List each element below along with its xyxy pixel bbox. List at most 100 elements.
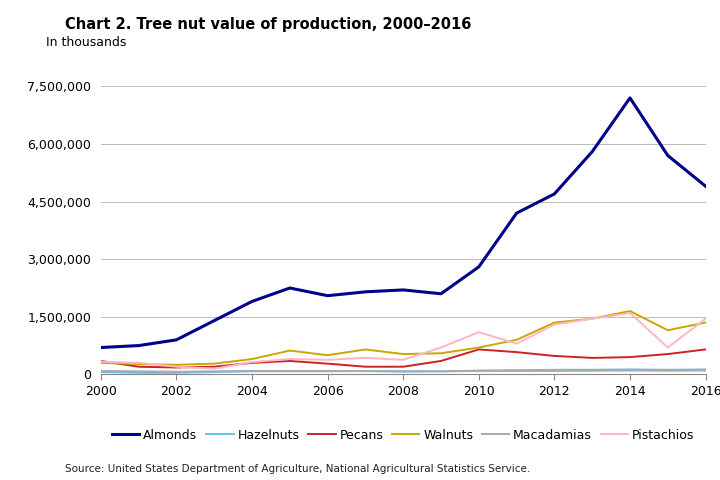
Pecans [172, 365, 181, 371]
Pecans [96, 358, 105, 364]
Pecans [664, 351, 672, 357]
Pecans [701, 347, 710, 352]
Line: Pecans: Pecans [101, 349, 706, 368]
Almonds [512, 210, 521, 216]
Almonds [172, 337, 181, 343]
Walnuts [248, 356, 256, 362]
Legend: Almonds, Hazelnuts, Pecans, Walnuts, Macadamias, Pistachios: Almonds, Hazelnuts, Pecans, Walnuts, Mac… [107, 424, 699, 447]
Pistachios [96, 359, 105, 365]
Walnuts [210, 361, 218, 367]
Pistachios [474, 329, 483, 335]
Macadamias [399, 368, 408, 374]
Walnuts [286, 348, 294, 353]
Hazelnuts [323, 369, 332, 374]
Macadamias [588, 368, 596, 373]
Pecans [588, 355, 596, 361]
Pecans [512, 349, 521, 355]
Walnuts [626, 308, 634, 314]
Hazelnuts [701, 367, 710, 372]
Text: Source: United States Department of Agriculture, National Agricultural Statistic: Source: United States Department of Agri… [65, 464, 530, 474]
Hazelnuts [626, 367, 634, 372]
Hazelnuts [436, 369, 445, 374]
Macadamias [248, 368, 256, 374]
Pecans [626, 354, 634, 360]
Pistachios [286, 356, 294, 362]
Macadamias [474, 368, 483, 374]
Pistachios [436, 345, 445, 350]
Pecans [323, 361, 332, 367]
Almonds [588, 149, 596, 155]
Walnuts [399, 351, 408, 357]
Almonds [626, 95, 634, 101]
Pistachios [361, 355, 369, 361]
Walnuts [323, 352, 332, 358]
Pecans [210, 364, 218, 370]
Pecans [248, 360, 256, 366]
Walnuts [550, 320, 559, 325]
Almonds [701, 183, 710, 189]
Pistachios [512, 341, 521, 347]
Pecans [474, 347, 483, 352]
Pistachios [248, 359, 256, 365]
Hazelnuts [134, 370, 143, 376]
Macadamias [664, 368, 672, 373]
Walnuts [701, 320, 710, 325]
Text: Chart 2. Tree nut value of production, 2000–2016: Chart 2. Tree nut value of production, 2… [65, 17, 471, 32]
Pistachios [664, 345, 672, 350]
Almonds [664, 153, 672, 158]
Hazelnuts [286, 369, 294, 374]
Macadamias [512, 368, 521, 374]
Pecans [550, 353, 559, 359]
Pistachios [210, 366, 218, 372]
Line: Macadamias: Macadamias [101, 371, 706, 372]
Walnuts [172, 362, 181, 368]
Hazelnuts [664, 367, 672, 372]
Walnuts [436, 350, 445, 356]
Hazelnuts [399, 369, 408, 374]
Almonds [210, 318, 218, 324]
Almonds [323, 293, 332, 299]
Walnuts [588, 316, 596, 322]
Hazelnuts [361, 368, 369, 374]
Macadamias [323, 368, 332, 374]
Walnuts [96, 360, 105, 366]
Pistachios [323, 357, 332, 363]
Pistachios [134, 360, 143, 366]
Hazelnuts [172, 370, 181, 376]
Almonds [248, 299, 256, 304]
Pistachios [550, 322, 559, 327]
Hazelnuts [210, 369, 218, 375]
Macadamias [96, 368, 105, 374]
Hazelnuts [550, 367, 559, 372]
Line: Walnuts: Walnuts [101, 311, 706, 365]
Walnuts [512, 337, 521, 343]
Hazelnuts [588, 367, 596, 372]
Pistachios [172, 364, 181, 370]
Almonds [134, 343, 143, 348]
Walnuts [134, 361, 143, 367]
Almonds [474, 264, 483, 270]
Hazelnuts [474, 368, 483, 373]
Text: In thousands: In thousands [46, 36, 127, 49]
Macadamias [134, 369, 143, 374]
Almonds [361, 289, 369, 295]
Macadamias [436, 369, 445, 374]
Macadamias [626, 368, 634, 373]
Pistachios [588, 316, 596, 322]
Almonds [550, 191, 559, 197]
Walnuts [664, 327, 672, 333]
Macadamias [172, 369, 181, 374]
Almonds [96, 345, 105, 350]
Macadamias [361, 368, 369, 374]
Walnuts [474, 345, 483, 350]
Pecans [134, 364, 143, 370]
Pistachios [626, 310, 634, 316]
Macadamias [210, 369, 218, 374]
Almonds [436, 291, 445, 297]
Line: Hazelnuts: Hazelnuts [101, 370, 706, 373]
Macadamias [550, 368, 559, 374]
Line: Almonds: Almonds [101, 98, 706, 348]
Pecans [436, 358, 445, 364]
Pecans [361, 364, 369, 370]
Pistachios [701, 316, 710, 322]
